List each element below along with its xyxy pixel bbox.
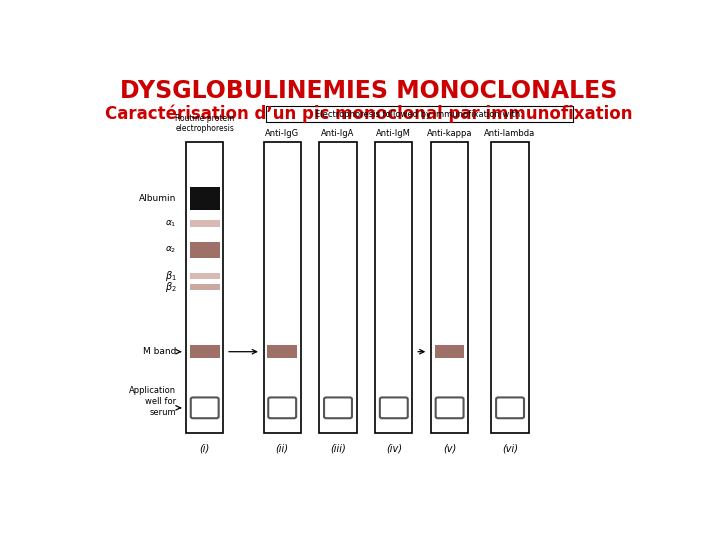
Bar [190,284,220,291]
FancyBboxPatch shape [436,397,464,418]
Text: Albumin: Albumin [139,194,176,203]
Text: Anti-kappa: Anti-kappa [427,129,472,138]
Text: (v): (v) [443,443,456,453]
Text: (vi): (vi) [502,443,518,453]
Text: $\alpha_1$: $\alpha_1$ [165,218,176,229]
Bar [190,220,220,227]
Bar [264,141,301,433]
FancyBboxPatch shape [269,397,296,418]
Bar [320,141,356,433]
Text: Routine protein
electrophoresis: Routine protein electrophoresis [175,114,234,133]
Text: Anti-IgA: Anti-IgA [321,129,355,138]
Text: (i): (i) [199,443,210,453]
Bar [190,187,220,210]
FancyBboxPatch shape [380,397,408,418]
Bar [431,141,468,433]
Text: Caractérisation d’un pic monoclonal par immunofixation: Caractérisation d’un pic monoclonal par … [105,104,633,123]
Text: Anti-IgG: Anti-IgG [265,129,300,138]
FancyBboxPatch shape [191,397,219,418]
Bar [190,242,220,258]
Bar [492,141,528,433]
Text: Application
well for
serum: Application well for serum [130,386,176,417]
Text: Anti-IgM: Anti-IgM [377,129,411,138]
Text: (iv): (iv) [386,443,402,453]
Bar [266,106,572,122]
FancyBboxPatch shape [324,397,352,418]
Bar [375,141,413,433]
Text: M band: M band [143,347,176,356]
Bar [190,346,220,358]
Bar [435,346,464,358]
Bar [186,141,223,433]
FancyBboxPatch shape [496,397,524,418]
Text: Anti-lambda: Anti-lambda [485,129,536,138]
Text: (iii): (iii) [330,443,346,453]
Bar [267,346,297,358]
Text: DYSGLOBULINEMIES MONOCLONALES: DYSGLOBULINEMIES MONOCLONALES [120,79,618,103]
Text: (ii): (ii) [276,443,289,453]
Text: Electrophoresis followed by immunofixation with:: Electrophoresis followed by immunofixati… [315,110,523,119]
Bar [190,273,220,279]
Text: $\alpha_2$: $\alpha_2$ [165,245,176,255]
Text: $\beta_1$: $\beta_1$ [165,269,176,283]
Text: $\beta_2$: $\beta_2$ [165,280,176,294]
